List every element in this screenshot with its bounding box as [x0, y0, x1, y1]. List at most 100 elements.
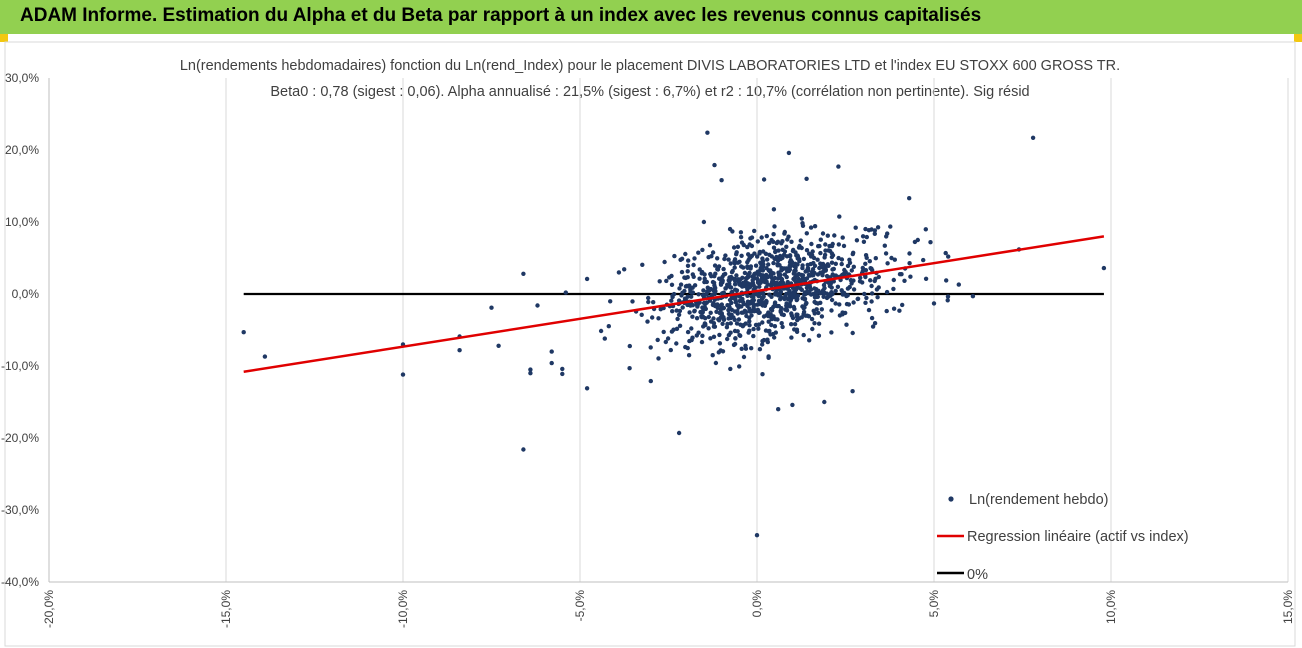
scatter-point: [720, 349, 726, 354]
scatter-point: [685, 275, 690, 280]
x-tick-label: 15,0%: [1281, 590, 1295, 624]
scatter-point: [729, 270, 735, 275]
scatter-point: [771, 260, 776, 266]
scatter-point: [739, 346, 744, 351]
scatter-point: [851, 264, 856, 269]
scatter-point: [872, 231, 877, 236]
scatter-point: [262, 354, 268, 359]
y-tick-label: -20,0%: [1, 431, 39, 445]
scatter-point: [677, 286, 682, 291]
scatter-point: [651, 300, 656, 305]
y-tick-label: 0,0%: [12, 287, 40, 301]
scatter-point: [818, 250, 823, 256]
scatter-point: [829, 308, 834, 313]
scatter-point: [496, 343, 501, 348]
scatter-point: [891, 277, 896, 283]
scatter-point: [900, 302, 905, 308]
scatter-point: [781, 312, 786, 318]
chart-legend: Ln(rendement hebdo) Regression linéaire …: [937, 492, 1189, 583]
scatter-point: [799, 272, 804, 278]
scatter-point: [801, 332, 806, 338]
scatter-point: [769, 316, 774, 322]
scatter-point: [817, 265, 822, 271]
scatter-point: [772, 324, 778, 329]
scatter-point: [787, 267, 793, 272]
scatter-point: [669, 298, 674, 303]
scatter-point: [775, 276, 781, 281]
chart-title-line1: Ln(rendements hebdomadaires) fonction du…: [180, 58, 1120, 74]
scatter-point: [726, 257, 731, 262]
scatter-point: [780, 247, 785, 252]
scatter-point: [760, 320, 765, 325]
scatter-point: [771, 207, 777, 212]
y-tick-label: 10,0%: [5, 215, 39, 229]
scatter-point: [733, 300, 738, 305]
scatter-point: [784, 244, 789, 249]
scatter-point: [738, 277, 743, 282]
scatter-point: [602, 336, 607, 341]
scatter-point: [665, 336, 671, 341]
scatter-point: [818, 290, 823, 296]
scatter-point: [891, 306, 897, 311]
regression-series: [243, 235, 1105, 373]
scatter-point: [757, 347, 763, 352]
scatter-point: [792, 322, 798, 327]
scatter-point: [627, 343, 632, 349]
scatter-point: [741, 354, 747, 360]
frame-corner-right: [1294, 34, 1302, 42]
scatter-point: [760, 256, 765, 261]
scatter-point: [676, 298, 682, 303]
scatter-point: [812, 224, 818, 229]
scatter-point: [608, 299, 613, 304]
scatter-point: [836, 242, 841, 247]
scatter-point: [872, 321, 878, 326]
scatter-point: [703, 301, 708, 306]
scatter-point: [733, 278, 738, 284]
scatter-point: [884, 289, 890, 295]
scatter-point: [792, 306, 797, 312]
scatter-point: [766, 319, 771, 324]
scatter-point: [784, 308, 790, 313]
scatter-point: [835, 284, 841, 289]
scatter-point: [685, 269, 690, 274]
legend-label-regression: Regression linéaire (actif vs index): [967, 529, 1189, 545]
scatter-point: [702, 276, 707, 281]
scatter-point: [768, 332, 773, 337]
scatter-point: [786, 150, 792, 156]
scatter-point: [680, 290, 685, 295]
scatter-point: [734, 252, 739, 257]
scatter-point: [738, 235, 744, 240]
scatter-point: [902, 278, 907, 283]
scatter-point: [847, 284, 852, 290]
scatter-point: [622, 267, 627, 272]
scatter-point: [717, 341, 723, 346]
scatter-point: [726, 278, 731, 283]
scatter-point: [815, 272, 821, 277]
scatter-point: [807, 338, 812, 343]
scatter-point: [732, 309, 738, 314]
scatter-point: [686, 353, 692, 358]
scatter-point: [836, 164, 841, 169]
scatter-point: [849, 268, 854, 273]
scatter-point: [749, 294, 754, 299]
scatter-point: [728, 261, 733, 266]
scatter-point: [884, 234, 889, 239]
scatter-point: [833, 288, 838, 294]
scatter-point: [664, 278, 669, 284]
scatter-point: [753, 263, 759, 268]
scatter-point: [785, 279, 790, 285]
scatter-point: [884, 308, 889, 314]
scatter-point: [767, 252, 772, 257]
scatter-point: [795, 253, 800, 258]
scatter-point: [784, 304, 789, 309]
scatter-point: [873, 256, 878, 261]
scatter-point: [648, 345, 653, 350]
scatter-point: [677, 323, 683, 328]
scatter-point: [646, 295, 651, 301]
scatter-point: [616, 270, 622, 275]
scatter-point: [759, 277, 764, 282]
scatter-point: [833, 301, 838, 306]
scatter-point: [799, 315, 804, 320]
y-tick-label: -40,0%: [1, 575, 39, 589]
scatter-point: [802, 297, 808, 302]
